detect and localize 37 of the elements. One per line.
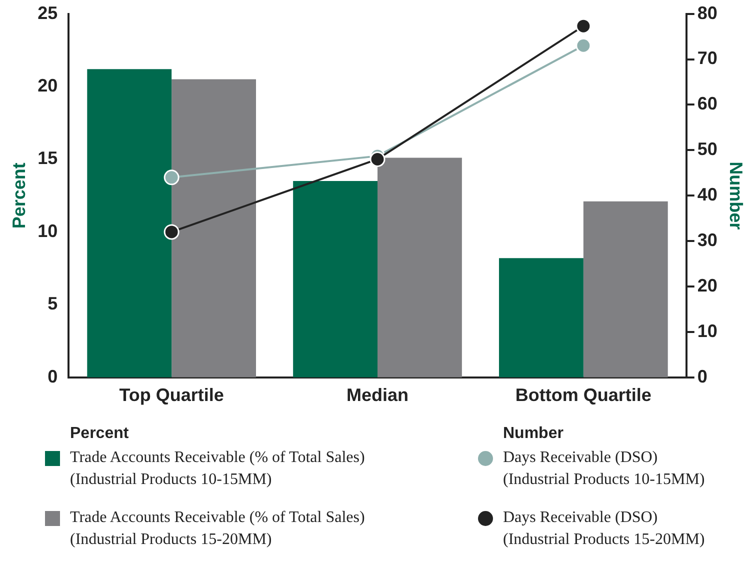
- bar: [498, 258, 584, 378]
- point: [576, 38, 592, 54]
- y2-tick-label: 60: [697, 94, 718, 114]
- y2-tick-label: 70: [697, 48, 718, 68]
- bar: [583, 201, 668, 378]
- y2-tick-label: 0: [697, 366, 708, 386]
- text: Number: [503, 425, 564, 442]
- y2-tick-label: 20: [697, 275, 718, 296]
- y2-tick-label: 50: [697, 139, 718, 160]
- x-tick-label: Bottom Quartile: [515, 385, 652, 406]
- y2-axis-title: Number: [726, 162, 746, 230]
- legend-label: Trade Accounts Receivable (% of Total Sales) (Industrial Products 10-15MM): [70, 448, 365, 490]
- y2-tick-label: 30: [697, 230, 718, 250]
- y-axis-title: Percent: [8, 162, 29, 229]
- x-tick-label: Median: [346, 385, 409, 406]
- text: Percent: [70, 425, 129, 442]
- bar: [378, 158, 462, 378]
- y2-tick-label: 10: [697, 320, 718, 341]
- x-tick-label: Top Quartile: [119, 385, 224, 406]
- y2-tick-label: 40: [697, 184, 718, 205]
- bar: [172, 79, 256, 378]
- point: [164, 170, 180, 186]
- y-tick-label: 20: [38, 75, 58, 96]
- legend-label: Days Receivable (DSO) (Industrial Products 10-15MM): [503, 448, 705, 490]
- y-tick-label: 10: [38, 220, 58, 241]
- point: [576, 18, 592, 34]
- point: [370, 151, 386, 167]
- y-tick-label: 5: [48, 294, 58, 314]
- legend-label: Trade Accounts Receivable (% of Total Sales) (Industrial Products 15-20MM): [70, 508, 365, 550]
- point: [164, 224, 180, 240]
- bar: [293, 181, 378, 378]
- y-tick-label: 0: [48, 366, 58, 386]
- legend-label: Days Receivable (DSO) (Industrial Products 15-20MM): [503, 508, 705, 550]
- y-tick-label: 15: [38, 148, 58, 168]
- y2-tick-label: 80: [697, 2, 718, 23]
- bar: [87, 69, 172, 378]
- y-tick-label: 25: [38, 2, 58, 23]
